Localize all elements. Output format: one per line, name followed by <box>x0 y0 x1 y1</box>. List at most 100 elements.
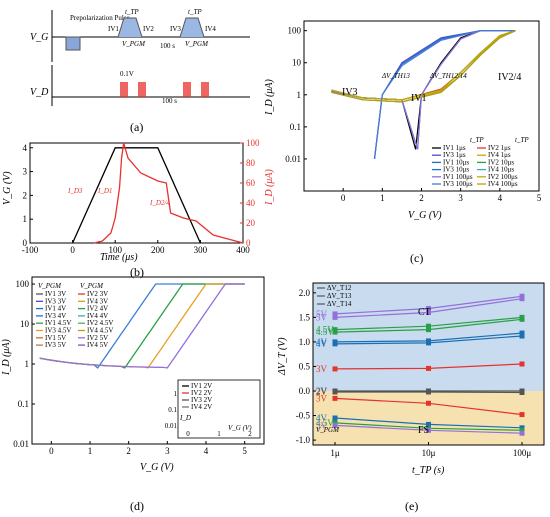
vd-pulse-1 <box>120 82 128 97</box>
panel-c-legend-header-2: t_TP <box>515 136 529 144</box>
vd-pulse-3 <box>183 82 191 97</box>
label-vpgm-1: V_PGM <box>122 40 146 48</box>
panel-c-annot-iv24: IV2/4 <box>498 72 521 83</box>
panel-d-ytick-label: 0.1 <box>18 399 29 409</box>
label-iv4: IV4 <box>205 25 216 33</box>
panel-e-ytick-label: 0.5 <box>299 361 311 371</box>
panel-e-marker <box>426 365 431 371</box>
panel-c-xtick-label: 1 <box>380 193 385 203</box>
panel-d-frame <box>31 276 265 445</box>
panel-b-ytick-label: 4 <box>23 143 28 153</box>
panel-d-xtick-label: 2 <box>126 446 131 456</box>
panel-e-ytick-label: 1.5 <box>299 312 311 322</box>
panel-b-xtick-label: 400 <box>236 245 250 255</box>
panel-e-xlabel: t_TP (s) <box>412 465 445 476</box>
panel-e-marker <box>426 421 431 427</box>
panel-c-xtick-label: 3 <box>458 193 463 203</box>
panel-c-ytick-label: 10 <box>292 58 302 68</box>
panel-c-legend-entry: IV4 10μs <box>488 166 514 174</box>
panel-d-inset-xtick-label: 0 <box>186 430 190 438</box>
panel-c-legend-entry: IV4 100μs <box>488 180 518 188</box>
panel-d-inset-legend-entry: IV1 2V <box>191 382 212 390</box>
vd-pulse-2 <box>138 82 146 97</box>
panel-e-series-label: 4V <box>316 339 328 349</box>
panel-c-series-line <box>331 30 516 101</box>
panel-e-series-label: 4.5V <box>316 325 334 335</box>
panel-d-inset-xtick-label: 2 <box>248 430 252 438</box>
panel-c-annot-dvth13: ΔV_TH13 <box>381 72 410 80</box>
panel-e-series-label: 5V <box>316 312 328 322</box>
panel-b-series-line <box>93 142 244 244</box>
panel-c-legend-entry: IV4 1μs <box>488 151 511 159</box>
panel-a-vg-label: V_G <box>30 32 48 43</box>
panel-b-y2tick-label: 60 <box>246 178 256 188</box>
panel-d-legend-entry: IV1 5V <box>45 334 66 342</box>
panel-e-xtick-label: 100μ <box>513 448 532 458</box>
panel-b-y2tick-label: 20 <box>246 218 256 228</box>
panel-c-xtick-label: 0 <box>341 193 346 203</box>
panel-e-marker <box>519 333 525 339</box>
panel-e-marker <box>332 415 338 421</box>
panel-d-legend-entry: IV1 4V <box>45 305 66 313</box>
panel-c-legend-entry: IV2 100μs <box>488 173 518 181</box>
panel-e: 1μ 10μ 100μ -1.0-0.50.00.51.01.52.0 5V5V4.… <box>277 282 545 513</box>
panel-d-legend-entry: IV2 4V <box>87 305 108 313</box>
panel-d-xtick-label: 0 <box>49 446 54 456</box>
label-100s-1: 100 s <box>160 42 175 50</box>
panel-b-ytick-label: 1 <box>23 214 28 224</box>
panel-d-legend-entry: IV4 4.5V <box>87 327 113 335</box>
panel-c-series-line <box>331 30 516 103</box>
panel-d-inset-legend-entry: IV2 2V <box>191 389 212 397</box>
panel-e-marker <box>332 422 338 428</box>
panel-b-ylabel: V_G (V) <box>2 171 13 205</box>
panel-b-xtick-label: 0 <box>70 245 75 255</box>
panel-e-marker <box>332 389 338 395</box>
panel-c-legend-entry: IV2 10μs <box>488 158 514 166</box>
panel-e-series-label: 5V <box>316 420 328 430</box>
panel-d-legend-entry: IV4 5V <box>87 341 108 349</box>
panel-c-ytick-label: 1 <box>297 90 302 100</box>
panel-c-xlabel: V_G (V) <box>408 210 442 221</box>
panel-e-marker <box>519 330 525 336</box>
panel-e-ytick-label: 1.0 <box>299 337 311 347</box>
panel-c-legend-entry: IV1 1μs <box>443 144 466 152</box>
panel-b-annot-id1: I_D1 <box>97 187 112 195</box>
panel-d-xlabel: V_G (V) <box>140 462 174 473</box>
panel-b-ytick-label: 0 <box>23 238 28 248</box>
panel-b-series-line <box>72 147 201 244</box>
panel-c-legend-entry: IV3 1μs <box>443 151 466 159</box>
panel-e-ytick-label: -0.5 <box>296 411 311 421</box>
panel-e-marker <box>519 430 525 436</box>
panel-c-series-line <box>331 30 516 101</box>
label-iv3: IV3 <box>170 25 181 33</box>
panel-d-inset-xtick-label: 1 <box>217 430 221 438</box>
panel-e-legend-entry: ΔV_T14 <box>327 300 352 308</box>
panel-e-ytick-label: 2.0 <box>299 288 311 298</box>
panel-e-series-label: 2V <box>316 386 328 396</box>
panel-a: V_G V_D Prepolarization Pulse IV1 IV2 IV… <box>30 8 250 134</box>
panel-b-xtick-label: -100 <box>22 245 39 255</box>
panel-d-inset-xlabel: V_G (V) <box>228 424 252 432</box>
panel-e-series-label: 3V <box>316 364 328 374</box>
panel-e-series-label: 4.5V <box>316 327 334 337</box>
panel-e-marker <box>426 400 431 406</box>
panel-b-annot-id24: I_D2/4 <box>149 199 170 207</box>
panel-e-region-fs: FS <box>418 425 429 436</box>
panel-c-annot-iv1: IV1 <box>411 93 427 104</box>
panel-c-legend-entry: IV2 1μs <box>488 144 511 152</box>
panel-c-series-line <box>373 30 516 159</box>
panel-a-vd-label: V_D <box>30 87 49 98</box>
panel-e-series-label: 3V <box>316 393 328 403</box>
panel-c-legend-entry: IV3 10μs <box>443 166 469 174</box>
pgm-pulse-1 <box>117 17 143 38</box>
panel-d-inset-legend-entry: IV3 2V <box>191 396 212 404</box>
panel-b-y2tick-label: 0 <box>246 238 251 248</box>
panel-d-ytick-label: 1 <box>25 359 30 369</box>
panel-e-marker <box>519 361 525 367</box>
panel-e-marker <box>519 389 525 395</box>
panel-d-inset-frame <box>177 379 261 439</box>
panel-d-legend-entry: IV4 4V <box>87 312 108 320</box>
panel-e-marker <box>426 309 431 315</box>
panel-d-inset-legend-entry: IV4 2V <box>191 403 212 411</box>
panel-e-marker <box>519 412 525 418</box>
